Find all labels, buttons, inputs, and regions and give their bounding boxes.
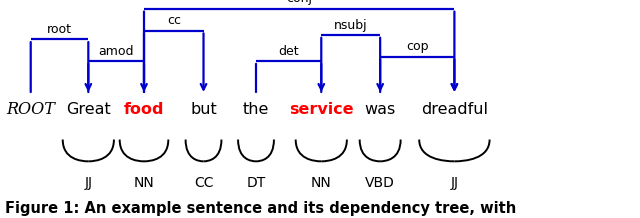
Text: food: food — [124, 102, 164, 116]
Text: service: service — [289, 102, 353, 116]
Text: amod: amod — [99, 45, 134, 58]
Text: JJ: JJ — [84, 176, 92, 190]
Text: NN: NN — [134, 176, 154, 190]
Text: nsubj: nsubj — [334, 19, 367, 32]
Text: root: root — [47, 23, 72, 36]
Text: Great: Great — [66, 102, 111, 116]
Text: DT: DT — [246, 176, 266, 190]
Text: Figure 1: An example sentence and its dependency tree, with: Figure 1: An example sentence and its de… — [5, 201, 516, 216]
Text: was: was — [365, 102, 396, 116]
Text: NN: NN — [311, 176, 332, 190]
Text: JJ: JJ — [451, 176, 458, 190]
Text: CC: CC — [194, 176, 213, 190]
Text: but: but — [190, 102, 217, 116]
Text: cop: cop — [406, 40, 429, 53]
Text: ROOT: ROOT — [6, 100, 55, 118]
Text: dreadful: dreadful — [421, 102, 488, 116]
Text: VBD: VBD — [365, 176, 395, 190]
Text: conj: conj — [286, 0, 312, 5]
Text: cc: cc — [167, 14, 180, 27]
Text: det: det — [278, 45, 299, 58]
Text: the: the — [243, 102, 269, 116]
